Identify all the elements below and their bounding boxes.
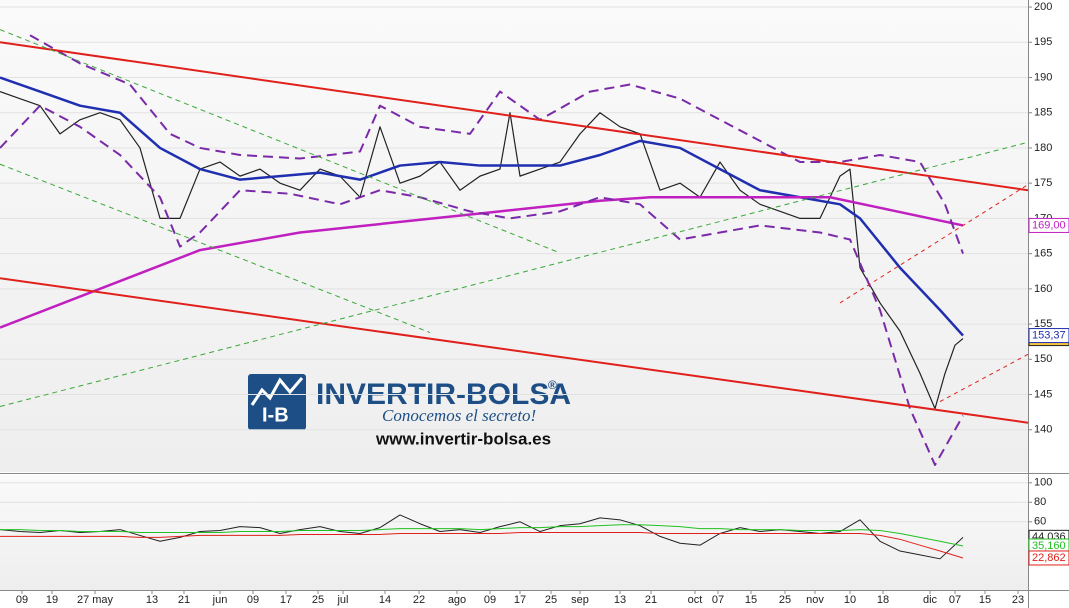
x-tick-label: nov: [806, 594, 824, 606]
x-tick-label: 22: [413, 594, 425, 606]
x-tick-label: 13: [614, 594, 626, 606]
x-tick-label: 13: [146, 594, 158, 606]
last-value-tag: [1028, 328, 1069, 344]
x-tick-label: oct: [688, 594, 703, 606]
x-tick-label: 19: [46, 594, 58, 606]
series-line: [0, 163, 431, 333]
series-line: [29, 34, 964, 254]
x-tick-label: 17: [280, 594, 292, 606]
x-tick-label: 15: [745, 594, 757, 606]
y-tick-label: 150: [1034, 353, 1052, 365]
x-tick-label: ago: [448, 594, 466, 606]
logo-letters: I-B: [262, 404, 289, 426]
series-line: [0, 524, 964, 547]
y-tick-label: 100: [1034, 477, 1052, 489]
url: www.invertir-bolsa.es: [375, 429, 551, 448]
series-line: [0, 141, 1029, 407]
x-tick-label: 07: [949, 594, 961, 606]
y-tick-label: 145: [1034, 388, 1052, 400]
series-line: [839, 184, 1029, 304]
x-tick-label: 21: [645, 594, 657, 606]
series-line: [0, 91, 964, 410]
x-tick-label: 21: [178, 594, 190, 606]
x-tick-label: 10: [844, 594, 856, 606]
last-value-label: 169,00: [1032, 219, 1066, 231]
x-tick-label: 09: [16, 594, 28, 606]
y-tick-label: 60: [1034, 516, 1046, 528]
last-value-label: 22,862: [1032, 552, 1066, 564]
series-line: [0, 532, 964, 559]
x-tick-label: sep: [571, 594, 589, 606]
x-tick-label: 18: [877, 594, 889, 606]
series-line: [0, 277, 1029, 424]
last-value-tag: [1028, 217, 1069, 233]
y-tick-label: 80: [1034, 496, 1046, 508]
x-tick-label: 07: [712, 594, 724, 606]
series-line: [0, 29, 561, 254]
y-tick-label: 185: [1034, 107, 1052, 119]
series-line: [0, 196, 964, 329]
y-tick-label: 155: [1034, 318, 1052, 330]
registered-mark: ®: [548, 378, 557, 392]
x-tick-label: 23: [1012, 594, 1024, 606]
x-tick-label: dic: [923, 594, 938, 606]
y-tick-label: 160: [1034, 283, 1052, 295]
x-tick-label: 09: [247, 594, 259, 606]
y-tick-label: 180: [1034, 142, 1052, 154]
last-value-label: 35,160: [1032, 540, 1066, 552]
series-line: [0, 514, 964, 560]
x-tick-label: 09: [484, 594, 496, 606]
y-tick-label: 140: [1034, 424, 1052, 436]
x-tick-label: jun: [212, 594, 228, 606]
x-tick-label: 17: [514, 594, 526, 606]
last-value-tag: [1028, 550, 1069, 566]
y-tick-label: 165: [1034, 248, 1052, 260]
x-tick-label: 14: [379, 594, 391, 606]
series-line: [0, 76, 964, 337]
logo-icon: [250, 377, 304, 406]
y-tick-label: 175: [1034, 177, 1052, 189]
series-line: [0, 41, 1029, 192]
last-value-label: 153,37: [1032, 329, 1066, 341]
y-tick-label: 200: [1034, 1, 1052, 13]
series-line: [939, 353, 1029, 403]
x-tick-label: 25: [312, 594, 324, 606]
y-tick-label: 190: [1034, 71, 1052, 83]
series-line: [0, 104, 964, 466]
x-tick-label: jul: [336, 594, 348, 606]
x-tick-label: 25: [545, 594, 557, 606]
x-tick-label: 25: [779, 594, 791, 606]
x-tick-label: 15: [979, 594, 991, 606]
y-tick-label: 195: [1034, 36, 1052, 48]
slogan: Conocemos el secreto!: [382, 406, 536, 425]
x-tick-label: 27 may: [77, 594, 114, 606]
